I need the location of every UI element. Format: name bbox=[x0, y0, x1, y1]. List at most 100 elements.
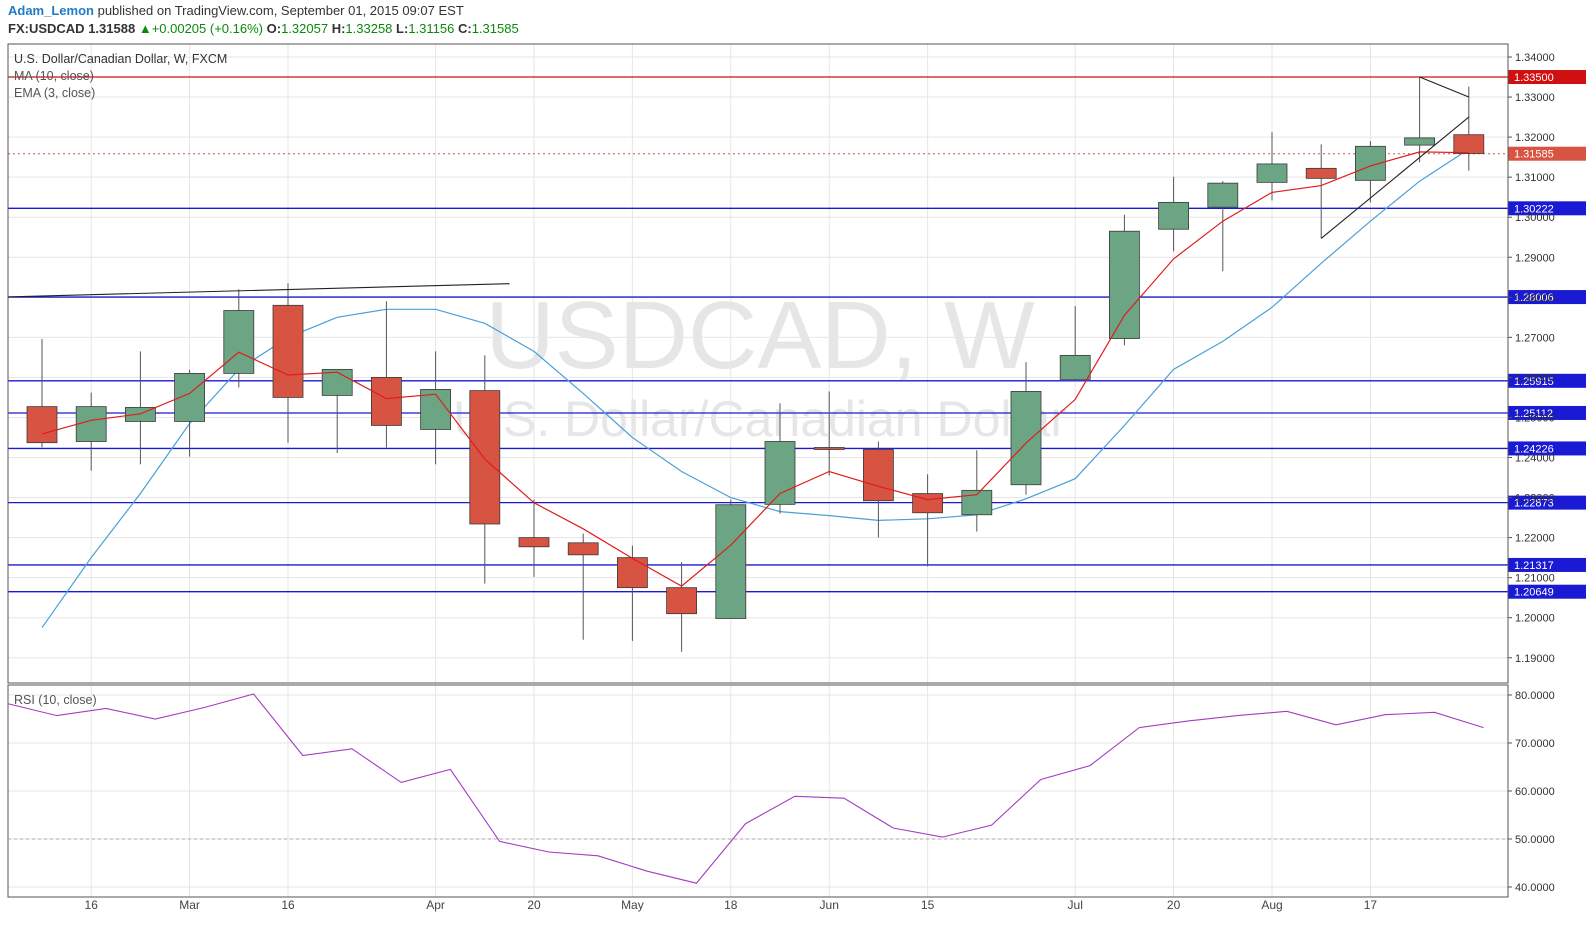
candle-body[interactable] bbox=[617, 557, 648, 589]
level-label: 1.25915 bbox=[1514, 376, 1554, 388]
y-tick-label: 1.20000 bbox=[1515, 613, 1555, 625]
candle-body[interactable] bbox=[272, 304, 304, 398]
high-label: H: bbox=[331, 21, 346, 36]
ema3-series bbox=[41, 151, 1469, 587]
candle-body[interactable] bbox=[1109, 230, 1140, 339]
candle-body[interactable] bbox=[1207, 182, 1239, 208]
candle-body[interactable] bbox=[764, 441, 796, 505]
candle-body[interactable] bbox=[370, 376, 402, 426]
x-tick-label: 20 bbox=[527, 898, 541, 912]
candle-body[interactable] bbox=[567, 542, 599, 556]
candle-body[interactable] bbox=[518, 537, 550, 548]
level-label: 1.21317 bbox=[1514, 560, 1554, 572]
trend-lines bbox=[7, 76, 1470, 298]
main-pane-border bbox=[7, 43, 1509, 684]
time-axis: 16 Mar 16 Apr 20 May 18 Jun 15 Jul 20 Aug 17 bbox=[85, 898, 1378, 912]
trend-line[interactable] bbox=[7, 283, 510, 298]
rsi-tick-label: 50.0000 bbox=[1515, 834, 1555, 846]
rsi-tick-label: 60.0000 bbox=[1515, 786, 1555, 798]
candle-body[interactable] bbox=[321, 368, 353, 396]
publish-line: Adam_Lemon published on TradingView.com,… bbox=[8, 3, 464, 18]
candle-body[interactable] bbox=[1256, 163, 1288, 183]
open-label: O: bbox=[266, 21, 282, 36]
y-tick-label: 1.23000 bbox=[1515, 493, 1555, 505]
low-label: L: bbox=[396, 21, 409, 36]
level-label-bg bbox=[1508, 495, 1586, 510]
watermark-name: U.S. Dollar/Canadian Dollar bbox=[453, 391, 1067, 447]
x-tick-label: 17 bbox=[1364, 898, 1378, 912]
rsi-panel bbox=[7, 693, 1508, 884]
level-label-bg bbox=[1508, 441, 1586, 456]
x-tick-label: 18 bbox=[724, 898, 738, 912]
y-tick-label: 1.34000 bbox=[1515, 52, 1555, 64]
horizontal-levels: 1.33500 1.30222 1.28006 1.25915 1.25112 1.242… bbox=[8, 70, 1586, 599]
y-tick-label: 1.19000 bbox=[1515, 653, 1555, 665]
candle-body[interactable] bbox=[420, 389, 452, 430]
level-label: 1.25112 bbox=[1514, 408, 1553, 420]
x-tick-label: 20 bbox=[1167, 898, 1181, 912]
chart-title: U.S. Dollar/Canadian Dollar, W, FXCM bbox=[14, 52, 228, 66]
panel-frames bbox=[7, 43, 1509, 898]
candle-body[interactable] bbox=[26, 406, 58, 444]
candle-body[interactable] bbox=[666, 587, 697, 615]
rsi-legend[interactable]: RSI (10, close) bbox=[14, 693, 97, 707]
y-tick-label: 1.25000 bbox=[1515, 412, 1555, 424]
level-label: 1.30222 bbox=[1514, 203, 1554, 215]
change-arrow-icon: ▲ bbox=[138, 21, 152, 36]
y-tick-label: 1.21000 bbox=[1515, 573, 1555, 585]
candle-body[interactable] bbox=[469, 390, 501, 525]
candle-body[interactable] bbox=[1404, 137, 1435, 146]
rsi-tick-label: 70.0000 bbox=[1515, 738, 1555, 750]
candle-body[interactable] bbox=[1453, 134, 1485, 154]
y-tick-label: 1.29000 bbox=[1515, 252, 1555, 264]
high-value: 1.33258 bbox=[345, 21, 393, 36]
open-value: 1.32057 bbox=[281, 21, 329, 36]
rsi-series bbox=[7, 693, 1484, 884]
author-link[interactable]: Adam_Lemon bbox=[8, 3, 94, 18]
candle-body[interactable] bbox=[1010, 391, 1042, 486]
x-tick-label: 16 bbox=[85, 898, 99, 912]
candle-body[interactable] bbox=[1158, 201, 1189, 230]
level-label-bg bbox=[1508, 557, 1586, 572]
candle-body[interactable] bbox=[1305, 167, 1337, 179]
low-value: 1.31156 bbox=[408, 21, 455, 36]
y-tick-label: 1.26000 bbox=[1515, 372, 1555, 384]
candle-body[interactable] bbox=[223, 310, 255, 374]
candle-body[interactable] bbox=[813, 447, 845, 450]
trend-line[interactable] bbox=[1320, 116, 1470, 239]
grid-lines bbox=[8, 44, 1508, 897]
level-label-bg bbox=[1508, 201, 1586, 216]
last-price: 1.31588 bbox=[88, 21, 136, 36]
level-label-bg bbox=[1508, 290, 1586, 305]
candle-body[interactable] bbox=[715, 504, 747, 619]
level-label-bg bbox=[1508, 373, 1586, 388]
close-value: 1.31585 bbox=[471, 21, 519, 36]
last-price-label-bg bbox=[1508, 146, 1586, 161]
change: +0.00205 (+0.16%) bbox=[151, 21, 263, 36]
price-axis: 1.34000 1.33000 1.32000 1.31000 1.30000 1.290… bbox=[1508, 52, 1555, 894]
rsi-tick-label: 40.0000 bbox=[1515, 882, 1555, 894]
candle-body[interactable] bbox=[75, 406, 107, 442]
candle-body[interactable] bbox=[863, 449, 894, 502]
watermark-symbol: USDCAD, W bbox=[485, 282, 1035, 389]
level-label: 1.24226 bbox=[1514, 443, 1554, 455]
x-tick-label: 15 bbox=[921, 898, 935, 912]
candle-body[interactable] bbox=[1059, 354, 1091, 380]
x-tick-label: Jul bbox=[1068, 898, 1083, 912]
x-tick-label: Mar bbox=[179, 898, 200, 912]
y-tick-label: 1.30000 bbox=[1515, 212, 1555, 224]
ema-legend[interactable]: EMA (3, close) bbox=[14, 86, 96, 100]
trend-line[interactable] bbox=[1419, 76, 1470, 98]
candle-body[interactable] bbox=[1355, 145, 1386, 181]
published-text: published on TradingView.com, September … bbox=[97, 3, 464, 18]
y-tick-label: 1.33000 bbox=[1515, 92, 1555, 104]
ma-legend[interactable]: MA (10, close) bbox=[14, 69, 94, 83]
symbol: FX:USDCAD bbox=[8, 21, 85, 36]
rsi-tick-label: 80.0000 bbox=[1515, 690, 1555, 702]
y-tick-label: 1.24000 bbox=[1515, 453, 1555, 465]
x-tick-label: 16 bbox=[281, 898, 295, 912]
level-label: 1.28006 bbox=[1514, 292, 1554, 304]
ema3-line bbox=[41, 151, 1469, 587]
watermark: USDCAD, W U.S. Dollar/Canadian Dollar bbox=[453, 282, 1067, 447]
